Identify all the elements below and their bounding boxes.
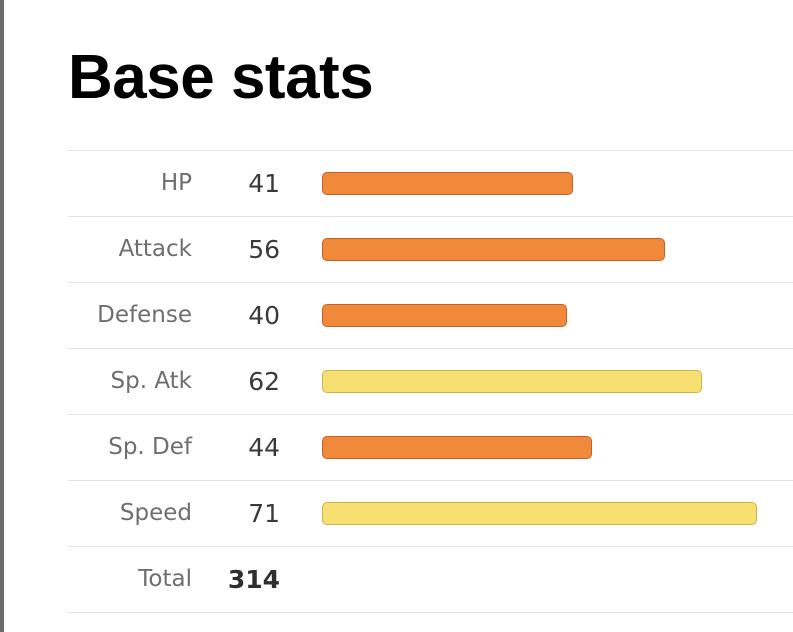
stat-bar xyxy=(322,238,665,261)
stat-bar xyxy=(322,370,702,393)
total-value: 314 xyxy=(227,565,280,594)
stat-value: 56 xyxy=(248,235,280,264)
stat-bar xyxy=(322,436,592,459)
stat-label: Attack xyxy=(118,236,192,262)
total-label: Total xyxy=(138,566,192,592)
stat-label: HP xyxy=(160,170,192,196)
stat-row-attack: Attack 56 xyxy=(68,217,793,283)
stat-row-total: Total 314 xyxy=(68,547,793,613)
stat-bar-track xyxy=(322,436,782,459)
stat-bar xyxy=(322,304,567,327)
stat-row-speed: Speed 71 xyxy=(68,481,793,547)
stat-row-hp: HP 41 xyxy=(68,151,793,217)
stat-bar-track xyxy=(322,238,782,261)
stat-row-sp-def: Sp. Def 44 xyxy=(68,415,793,481)
stat-value: 40 xyxy=(248,301,280,330)
stat-label: Speed xyxy=(119,500,192,526)
stat-bar-track xyxy=(322,304,782,327)
stat-bar-track xyxy=(322,370,782,393)
stat-row-sp-atk: Sp. Atk 62 xyxy=(68,349,793,415)
stat-label: Sp. Def xyxy=(108,434,192,460)
stat-label: Sp. Atk xyxy=(110,368,193,394)
stat-value: 62 xyxy=(248,367,280,396)
stats-table: HP 41 Attack 56 Defense 40 Sp. Atk 62 xyxy=(68,150,793,613)
stat-row-defense: Defense 40 xyxy=(68,283,793,349)
stat-bar xyxy=(322,172,573,195)
stat-label: Defense xyxy=(97,302,192,328)
stat-bar xyxy=(322,502,757,525)
page-title: Base stats xyxy=(68,43,374,112)
stat-value: 41 xyxy=(248,169,280,198)
stat-bar-track xyxy=(322,172,782,195)
stat-bar-track xyxy=(322,502,782,525)
stat-value: 44 xyxy=(248,433,280,462)
stat-value: 71 xyxy=(248,499,280,528)
